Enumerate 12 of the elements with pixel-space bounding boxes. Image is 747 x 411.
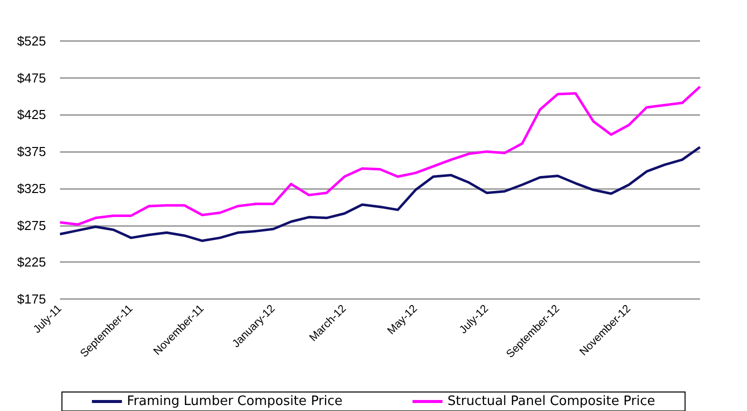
y-tick-label: $275 xyxy=(17,218,46,233)
y-tick-label: $325 xyxy=(17,180,46,196)
y-tick-label: $525 xyxy=(17,34,46,48)
y-tick-label: $175 xyxy=(17,292,46,306)
legend-label: Structual Panel Composite Price xyxy=(448,394,656,409)
line-series xyxy=(58,146,702,242)
y-tick-label: $225 xyxy=(17,254,46,270)
y-tick-label: $475 xyxy=(17,70,46,86)
y-tick-label: $425 xyxy=(17,107,46,122)
y-tick-label: $375 xyxy=(17,144,46,160)
line-series xyxy=(58,85,702,226)
legend-label: Framing Lumber Composite Price xyxy=(126,394,343,409)
